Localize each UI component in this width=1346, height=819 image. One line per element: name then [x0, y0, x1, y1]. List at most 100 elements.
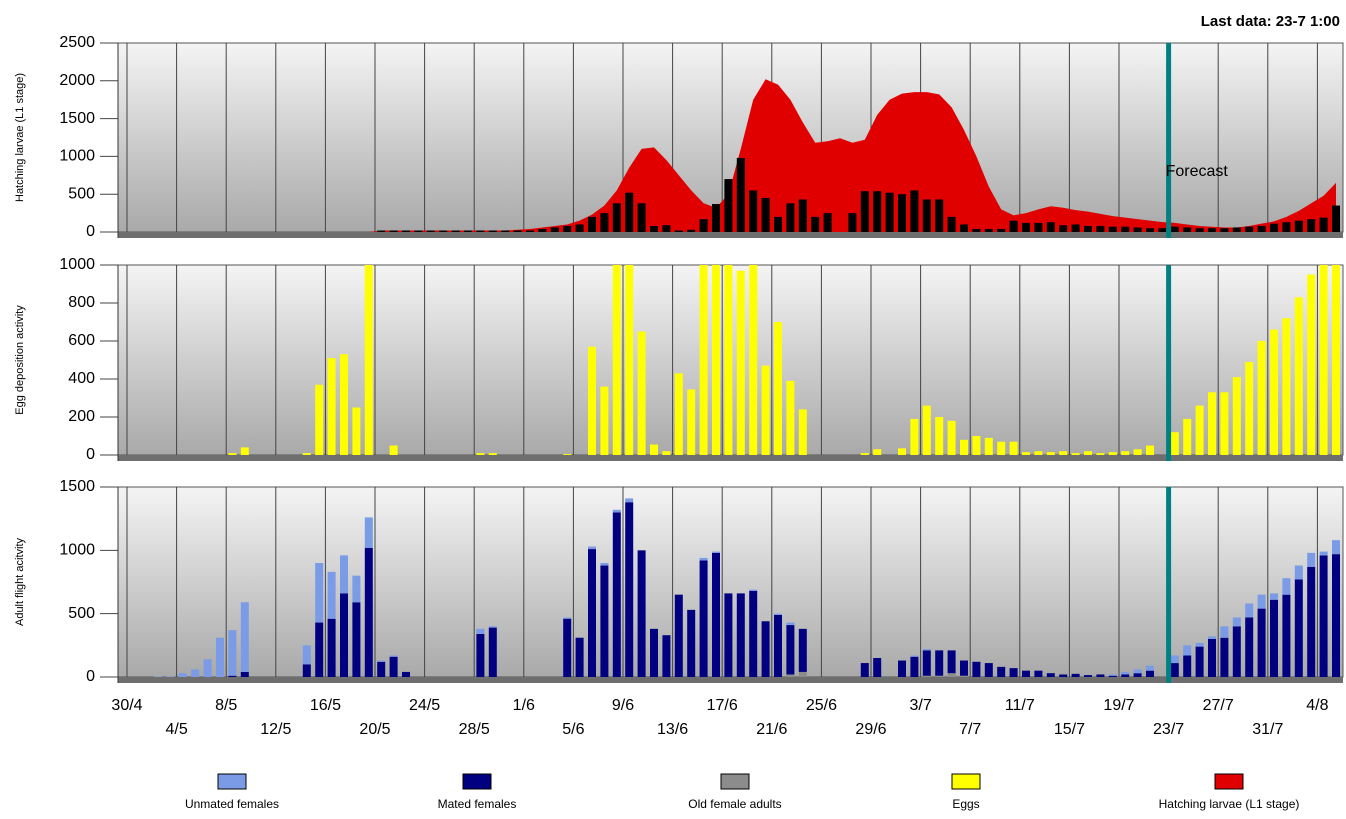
- bar: [1096, 225, 1105, 232]
- bar: [488, 453, 497, 455]
- bar-segment: [1220, 637, 1229, 677]
- last-data: Last data: 23-7 1:00: [1201, 13, 1340, 30]
- legend-swatch: [1214, 773, 1244, 790]
- bar: [315, 384, 324, 455]
- bar-segment: [1022, 670, 1030, 677]
- bar-segment: [1282, 578, 1291, 595]
- bar-segment: [1294, 579, 1303, 677]
- bar: [1232, 377, 1241, 455]
- bar: [538, 228, 547, 232]
- bar: [464, 230, 472, 232]
- bar-segment: [960, 660, 968, 676]
- bar: [1059, 451, 1068, 455]
- bar: [1022, 222, 1030, 232]
- bar-segment: [674, 594, 683, 677]
- y-tick-label: 1000: [59, 256, 95, 273]
- bar: [1034, 451, 1043, 455]
- bar: [563, 225, 572, 232]
- bar-segment: [340, 555, 348, 594]
- bar-segment: [947, 673, 956, 677]
- bar-segment: [1257, 608, 1266, 677]
- bar-segment: [389, 656, 398, 677]
- bar-segment: [612, 512, 621, 677]
- bar: [662, 225, 671, 232]
- bar: [1183, 418, 1192, 455]
- bar: [1096, 453, 1105, 455]
- bar: [637, 331, 646, 455]
- bar: [724, 179, 733, 232]
- bar: [550, 227, 559, 232]
- y-tick-label: 1500: [59, 478, 95, 495]
- bar-segment: [302, 664, 311, 677]
- bar: [1146, 445, 1154, 455]
- bar-segment: [1121, 671, 1130, 675]
- bar-segment: [216, 637, 224, 677]
- bar-segment: [749, 589, 758, 591]
- bar-segment: [1245, 603, 1254, 618]
- bar-segment: [364, 547, 373, 677]
- bar: [1232, 227, 1241, 232]
- bar-segment: [774, 613, 782, 615]
- bar-segment: [1232, 626, 1241, 677]
- bar-segment: [364, 517, 373, 548]
- y-tick-label: 1500: [59, 110, 95, 127]
- x-tick-label: 25/6: [806, 697, 837, 714]
- bar: [1208, 228, 1216, 232]
- bar: [1294, 297, 1303, 455]
- floor: [118, 677, 1343, 683]
- bar: [439, 230, 448, 232]
- bar: [1121, 226, 1130, 232]
- y-axis-title: Egg deposition activity: [14, 305, 26, 415]
- bar: [935, 417, 944, 455]
- bar: [1084, 225, 1092, 232]
- bar-segment: [625, 502, 634, 677]
- bar-segment: [960, 675, 968, 677]
- x-tick-label: 4/5: [165, 721, 187, 738]
- bar-segment: [1245, 617, 1254, 677]
- x-tick-label: 16/5: [310, 697, 341, 714]
- bar: [1195, 228, 1204, 232]
- x-tick-label: 29/6: [855, 721, 886, 738]
- bar-segment: [476, 633, 485, 677]
- bar-segment: [1294, 565, 1303, 580]
- bar-segment: [1307, 566, 1316, 677]
- bar: [1294, 220, 1303, 232]
- bar: [885, 192, 894, 232]
- bar-segment: [1319, 555, 1328, 677]
- bar-segment: [873, 658, 882, 677]
- bar-segment: [563, 617, 572, 619]
- bar: [650, 225, 658, 232]
- x-tick-label: 3/7: [909, 697, 931, 714]
- bar: [1046, 452, 1055, 455]
- bar: [575, 224, 584, 232]
- bar: [612, 203, 621, 232]
- y-tick-label: 1000: [59, 542, 95, 559]
- bar-segment: [712, 551, 720, 553]
- bar: [947, 216, 956, 232]
- bar: [674, 230, 683, 232]
- bar: [451, 230, 460, 232]
- bar: [501, 230, 510, 232]
- bar: [1108, 452, 1117, 455]
- bar: [910, 418, 919, 455]
- bar-segment: [1059, 674, 1068, 677]
- bar: [1195, 405, 1204, 455]
- bar-segment: [997, 666, 1006, 677]
- bar: [1220, 392, 1229, 455]
- bar: [997, 228, 1006, 232]
- bar-segment: [488, 627, 497, 677]
- x-tick-label: 21/6: [756, 721, 787, 738]
- bar: [736, 157, 745, 232]
- bar-segment: [1146, 665, 1154, 671]
- x-tick-label: 28/5: [459, 721, 490, 738]
- bar: [637, 203, 646, 232]
- area: [133, 79, 1337, 233]
- bar: [972, 228, 981, 232]
- x-tick-label: 27/7: [1203, 697, 1234, 714]
- bar-segment: [786, 625, 795, 675]
- bar-segment: [1096, 674, 1105, 677]
- bar: [1332, 265, 1340, 455]
- bar-segment: [1183, 655, 1192, 677]
- bar: [712, 265, 720, 455]
